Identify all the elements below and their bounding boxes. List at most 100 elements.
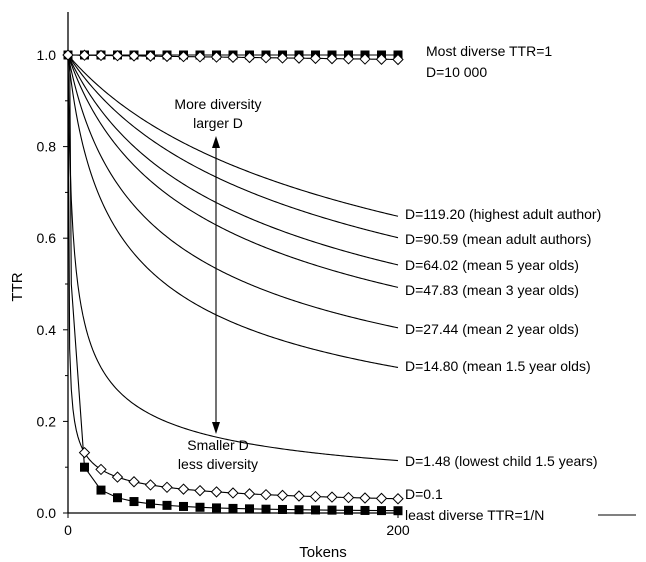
marker-diamond-d-0-1 <box>359 492 371 504</box>
label-d-47-83-mean-3-year-olds: D=47.83 (mean 3 year olds) <box>405 282 579 298</box>
marker-diamond-d-0-1 <box>194 484 206 497</box>
marker-diamond-d-0-1 <box>161 481 173 494</box>
label-d-90-59-mean-adult-authors: D=90.59 (mean adult authors) <box>405 231 591 247</box>
marker-square-least-diverse-ttr-1-n <box>146 499 155 509</box>
marker-diamond-d-10-000 <box>309 52 322 65</box>
marker-square-least-diverse-ttr-1-n <box>278 504 287 514</box>
marker-diamond-d-0-1 <box>260 488 272 501</box>
marker-diamond-d-0-1 <box>177 483 190 495</box>
marker-diamond-d-10-000 <box>375 53 388 65</box>
marker-diamond-d-10-000 <box>95 49 107 62</box>
marker-diamond-d-0-1 <box>95 463 107 476</box>
marker-diamond-d-10-000 <box>111 49 124 62</box>
y-tick-label: 0.2 <box>37 413 57 429</box>
marker-square-least-diverse-ttr-1-n <box>80 462 89 472</box>
marker-diamond-d-0-1 <box>128 476 140 488</box>
marker-diamond-d-10-000 <box>260 52 272 64</box>
y-tick-label: 0.4 <box>37 322 57 338</box>
series-line-d-64-02-mean-5-year-olds <box>67 54 399 266</box>
x-tick-label: 0 <box>64 522 72 538</box>
marker-square-least-diverse-ttr-1-n <box>96 485 106 495</box>
marker-diamond-d-0-1 <box>392 493 404 505</box>
arrow-head-up <box>212 136 220 148</box>
marker-square-least-diverse-ttr-1-n <box>179 501 188 511</box>
more-diversity-label: More diversity <box>174 96 261 112</box>
diversity-arrow <box>212 136 220 434</box>
marker-diamond-d-10-000 <box>326 52 338 65</box>
series-line-d-47-83-mean-3-year-olds <box>67 54 399 288</box>
marker-square-least-diverse-ttr-1-n <box>377 506 386 516</box>
marker-diamond-d-0-1 <box>293 490 305 502</box>
marker-square-least-diverse-ttr-1-n <box>294 505 304 515</box>
marker-square-least-diverse-ttr-1-n <box>113 493 122 503</box>
larger-d-label: larger D <box>193 115 243 131</box>
marker-diamond-d-10-000 <box>276 52 289 64</box>
marker-diamond-d-0-1 <box>375 492 388 505</box>
label-d-27-44-mean-2-year-olds: D=27.44 (mean 2 year olds) <box>405 321 579 337</box>
marker-square-least-diverse-ttr-1-n <box>261 504 271 514</box>
label-d-14-80-mean-1-5-year-olds: D=14.80 (mean 1.5 year olds) <box>405 358 591 374</box>
marker-diamond-d-0-1 <box>326 491 338 503</box>
label-most-diverse-ttr-1: Most diverse TTR=1 <box>426 43 552 59</box>
marker-square-least-diverse-ttr-1-n <box>327 505 337 515</box>
y-tick-label: 1.0 <box>37 47 57 63</box>
marker-diamond-d-0-1 <box>111 471 124 483</box>
marker-square-least-diverse-ttr-1-n <box>245 504 254 514</box>
series-line-d-14-80-mean-1-5-year-olds <box>67 54 399 369</box>
y-tick-label: 0.8 <box>37 139 57 155</box>
marker-diamond-d-10-000 <box>227 51 239 63</box>
series-line-d-119-20-highest-adult-author <box>67 54 399 217</box>
marker-diamond-d-0-1 <box>144 479 157 491</box>
y-tick-label: 0.0 <box>37 505 57 521</box>
marker-diamond-d-10-000 <box>161 50 173 63</box>
x-axis-label: Tokens <box>299 544 347 561</box>
marker-square-least-diverse-ttr-1-n <box>360 505 370 515</box>
less-diversity-label: less diversity <box>178 456 258 472</box>
marker-square-least-diverse-ttr-1-n <box>311 505 320 515</box>
label-d-64-02-mean-5-year-olds: D=64.02 (mean 5 year olds) <box>405 257 579 273</box>
marker-diamond-d-0-1 <box>227 487 239 499</box>
marker-diamond-d-10-000 <box>210 51 223 63</box>
series-line-d-90-59-mean-adult-authors <box>67 54 399 239</box>
markers <box>62 49 404 516</box>
marker-diamond-d-10-000 <box>144 50 157 62</box>
marker-diamond-d-0-1 <box>243 488 256 500</box>
marker-diamond-d-10-000 <box>78 49 91 61</box>
label-d-1-48-lowest-child-1-5-years: D=1.48 (lowest child 1.5 years) <box>405 453 598 469</box>
y-tick-label: 0.6 <box>37 230 57 246</box>
marker-diamond-d-10-000 <box>177 50 190 63</box>
marker-square-least-diverse-ttr-1-n <box>393 506 403 516</box>
label-d-10-000: D=10 000 <box>426 64 487 80</box>
label-d-119-20-highest-adult-author: D=119.20 (highest adult author) <box>405 206 601 222</box>
smaller-d-label: Smaller D <box>187 437 248 453</box>
marker-diamond-d-0-1 <box>342 491 355 504</box>
marker-square-least-diverse-ttr-1-n <box>212 503 221 513</box>
marker-diamond-d-10-000 <box>194 51 206 63</box>
marker-diamond-d-10-000 <box>359 53 371 65</box>
series-labels: Most diverse TTR=1 D=10 000 D=119.20 (high… <box>405 43 636 523</box>
marker-square-least-diverse-ttr-1-n <box>344 505 353 515</box>
marker-diamond-d-10-000 <box>128 50 140 62</box>
marker-square-least-diverse-ttr-1-n <box>195 502 205 512</box>
marker-diamond-d-0-1 <box>276 489 289 502</box>
label-d-0-1: D=0.1 <box>405 486 443 502</box>
series-line-d-27-44-mean-2-year-olds <box>67 54 399 329</box>
marker-diamond-d-10-000 <box>342 53 355 65</box>
marker-diamond-d-0-1 <box>309 490 322 503</box>
y-ticks: 0.0 0.2 0.4 0.6 0.8 1.0 <box>37 47 68 521</box>
marker-diamond-d-0-1 <box>78 446 91 459</box>
series-line-d-1-48-lowest-child-1-5-years <box>67 54 399 462</box>
marker-diamond-d-0-1 <box>210 486 223 498</box>
arrow-head-down <box>212 422 220 434</box>
marker-square-least-diverse-ttr-1-n <box>129 497 139 507</box>
marker-diamond-d-10-000 <box>293 52 305 64</box>
y-axis-label: TTR <box>9 272 26 301</box>
label-least-diverse-ttr-1-n: least diverse TTR=1/N <box>405 507 544 523</box>
marker-square-least-diverse-ttr-1-n <box>162 500 172 510</box>
marker-square-least-diverse-ttr-1-n <box>228 503 238 513</box>
marker-diamond-d-10-000 <box>243 51 256 64</box>
marker-diamond-d-10-000 <box>392 53 404 66</box>
marker-origin <box>62 49 74 61</box>
x-tick-label: 200 <box>386 522 410 538</box>
